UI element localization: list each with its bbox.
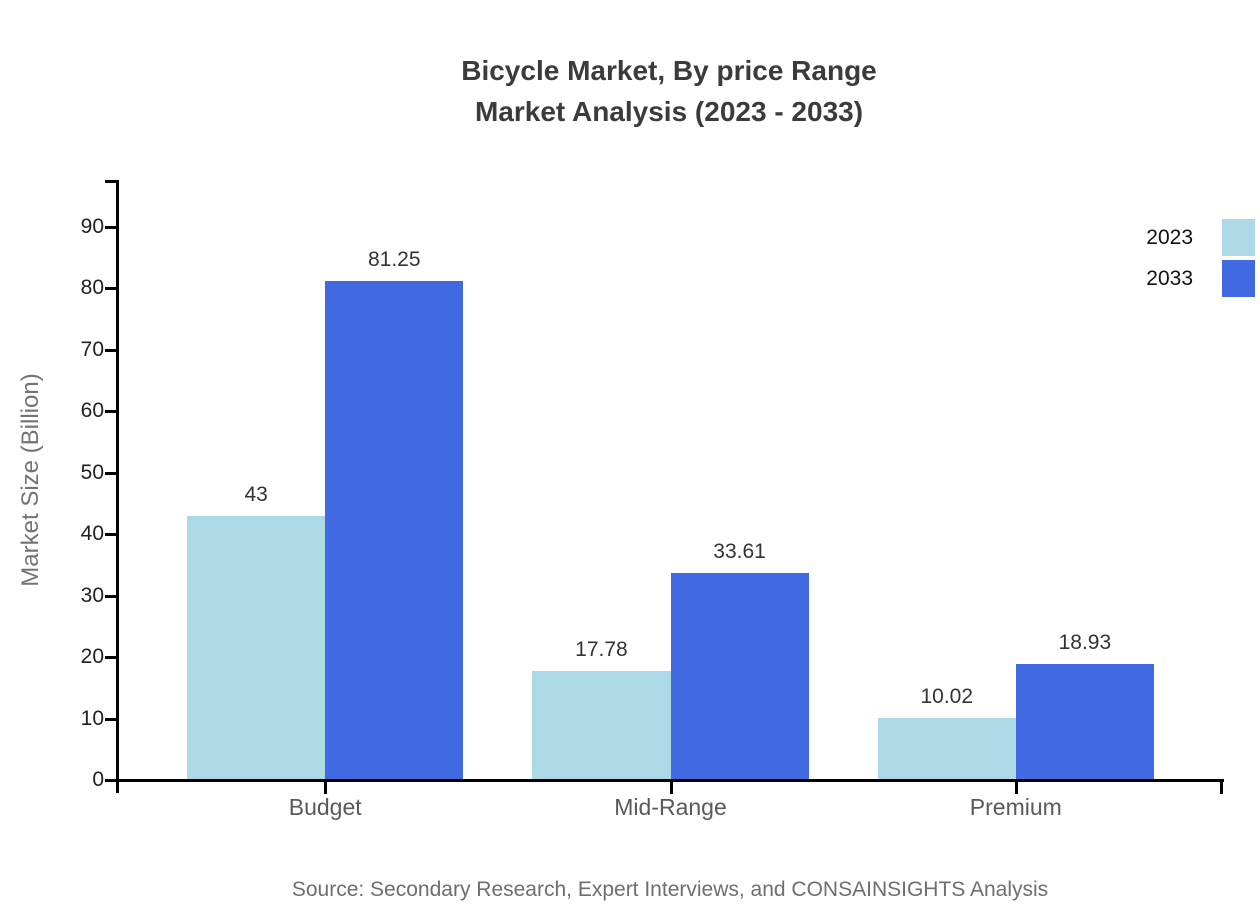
y-axis-end-cap [105, 180, 116, 183]
x-axis-line [107, 779, 1224, 782]
bar-2033-budget [325, 280, 464, 780]
bar-value-label-2033-budget: 81.25 [367, 247, 421, 271]
x-axis-end-tick [1220, 782, 1223, 794]
x-tick-budget [324, 782, 328, 794]
bar-2023-premium [877, 718, 1016, 780]
y-tick-40 [105, 533, 116, 537]
y-tick-90 [105, 225, 116, 229]
source-note: Source: Secondary Research, Expert Inter… [291, 878, 1049, 901]
bar-2023-budget [187, 515, 326, 780]
bar-value-label-2033-premium: 18.93 [1058, 630, 1112, 654]
bar-value-label-2023-budget: 43 [244, 482, 268, 506]
y-axis-line [116, 180, 119, 793]
x-tick-mid-range [669, 782, 673, 794]
y-tick-20 [105, 656, 116, 660]
y-tick-80 [105, 287, 116, 291]
bar-2023-mid-range [532, 670, 671, 780]
y-tick-label-80: 80 [80, 276, 104, 300]
y-tick-30 [105, 594, 116, 598]
y-tick-label-20: 20 [80, 645, 104, 669]
bar-value-label-2023-premium: 10.02 [920, 685, 974, 709]
legend-label-2033: 2033 [1146, 266, 1193, 290]
legend-swatch-2023 [1222, 219, 1255, 256]
legend: 2023 2033 [995, 218, 1255, 300]
bar-2033-mid-range [670, 573, 809, 780]
legend-label-2023: 2023 [1146, 225, 1193, 249]
x-tick-premium [1014, 782, 1018, 794]
y-tick-label-30: 30 [80, 583, 104, 607]
y-tick-label-10: 10 [80, 706, 104, 730]
bar-value-label-2023-mid-range: 17.78 [575, 637, 628, 661]
x-category-label-premium: Premium [969, 794, 1062, 820]
y-tick-10 [105, 717, 116, 721]
chart-title-line2: Market Analysis (2023 - 2033) [474, 96, 864, 127]
y-tick-0 [105, 779, 116, 782]
legend-item-2033: 2033 [995, 259, 1255, 298]
legend-item-2023: 2023 [995, 218, 1255, 257]
y-tick-label-40: 40 [80, 522, 104, 546]
y-tick-label-0: 0 [92, 768, 104, 791]
legend-swatch-2033 [1222, 260, 1255, 297]
y-tick-label-60: 60 [80, 399, 104, 423]
bar-value-label-2033-mid-range: 33.61 [713, 540, 766, 564]
bar-2033-premium [1015, 663, 1154, 780]
y-tick-label-90: 90 [80, 214, 104, 238]
x-category-label-budget: Budget [288, 794, 362, 820]
y-tick-label-50: 50 [80, 460, 104, 484]
y-tick-70 [105, 348, 116, 352]
chart-title: Bicycle Market, By price Range Market An… [78, 50, 1260, 132]
x-category-label-mid-range: Mid-Range [614, 794, 727, 820]
y-tick-label-70: 70 [80, 337, 104, 361]
y-tick-60 [105, 410, 116, 414]
chart-title-line1: Bicycle Market, By price Range [461, 55, 877, 86]
y-tick-50 [105, 471, 116, 475]
